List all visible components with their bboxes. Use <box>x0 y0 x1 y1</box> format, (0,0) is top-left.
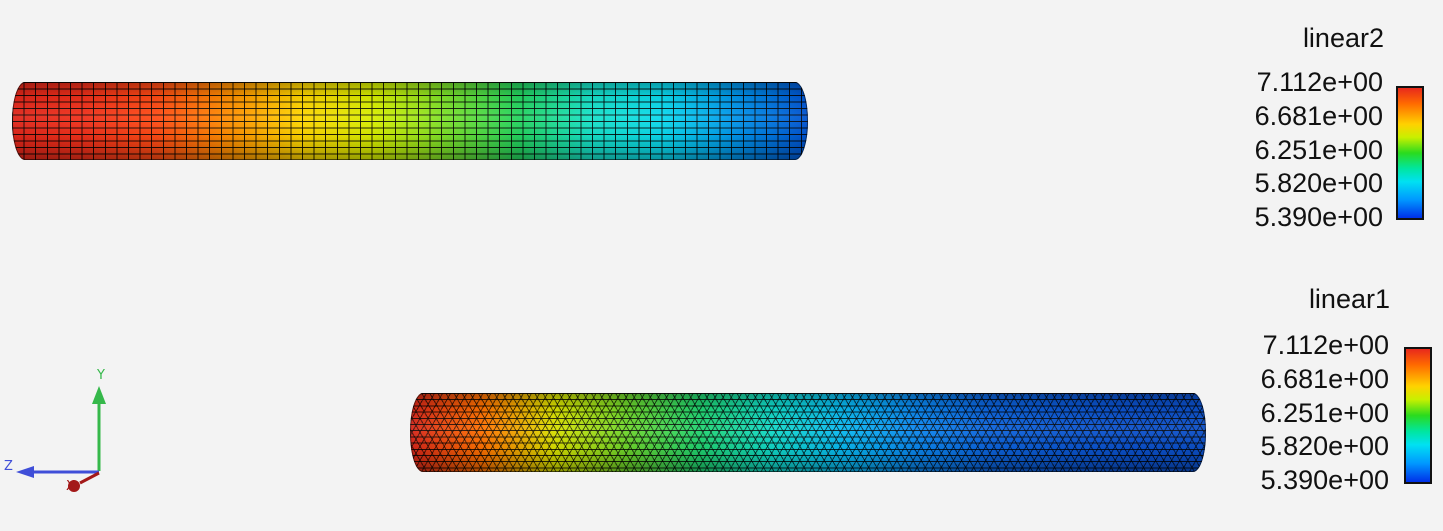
cylinder-mesh-linear1[interactable] <box>410 393 1206 472</box>
legend-tick-label: 5.390e+00 <box>1254 202 1383 233</box>
legend-tick-label: 6.681e+00 <box>1260 363 1389 394</box>
legend-tick-label: 7.112e+00 <box>1256 67 1383 97</box>
cylinder-mesh-linear2[interactable] <box>12 82 808 160</box>
legend-title-linear2: linear2 <box>1302 23 1384 53</box>
x-axis-line <box>79 471 100 485</box>
y-axis-label: Y <box>96 368 105 383</box>
orientation-axes-widget[interactable]: Y Z X <box>0 360 130 500</box>
legend-tick-label: 5.390e+00 <box>1260 465 1389 496</box>
z-axis-label: Z <box>4 459 13 474</box>
x-axis-label: X <box>66 479 75 494</box>
legend-tick-label: 7.112e+00 <box>1262 330 1389 360</box>
triangle-mesh-grid <box>410 393 1206 472</box>
legend-tick-label: 6.251e+00 <box>1254 134 1383 165</box>
legend-tick-label: 6.251e+00 <box>1260 397 1389 428</box>
legend-tick-label: 6.681e+00 <box>1254 100 1383 131</box>
z-axis-arrowhead <box>16 466 34 478</box>
color-bar-linear2 <box>1396 86 1424 220</box>
legend-labels-linear2: 7.112e+00 6.681e+00 6.251e+00 5.820e+00 … <box>1255 66 1383 235</box>
color-bar-linear1 <box>1404 347 1432 484</box>
legend-tick-label: 5.820e+00 <box>1260 431 1389 462</box>
x-axis-arrowhead <box>68 480 80 492</box>
legend-labels-linear1: 7.112e+00 6.681e+00 6.251e+00 5.820e+00 … <box>1261 329 1389 498</box>
legend-title-linear1: linear1 <box>1308 284 1390 314</box>
y-axis-arrowhead <box>92 386 106 404</box>
quad-mesh-grid <box>12 82 808 160</box>
legend-tick-label: 5.820e+00 <box>1254 168 1383 199</box>
